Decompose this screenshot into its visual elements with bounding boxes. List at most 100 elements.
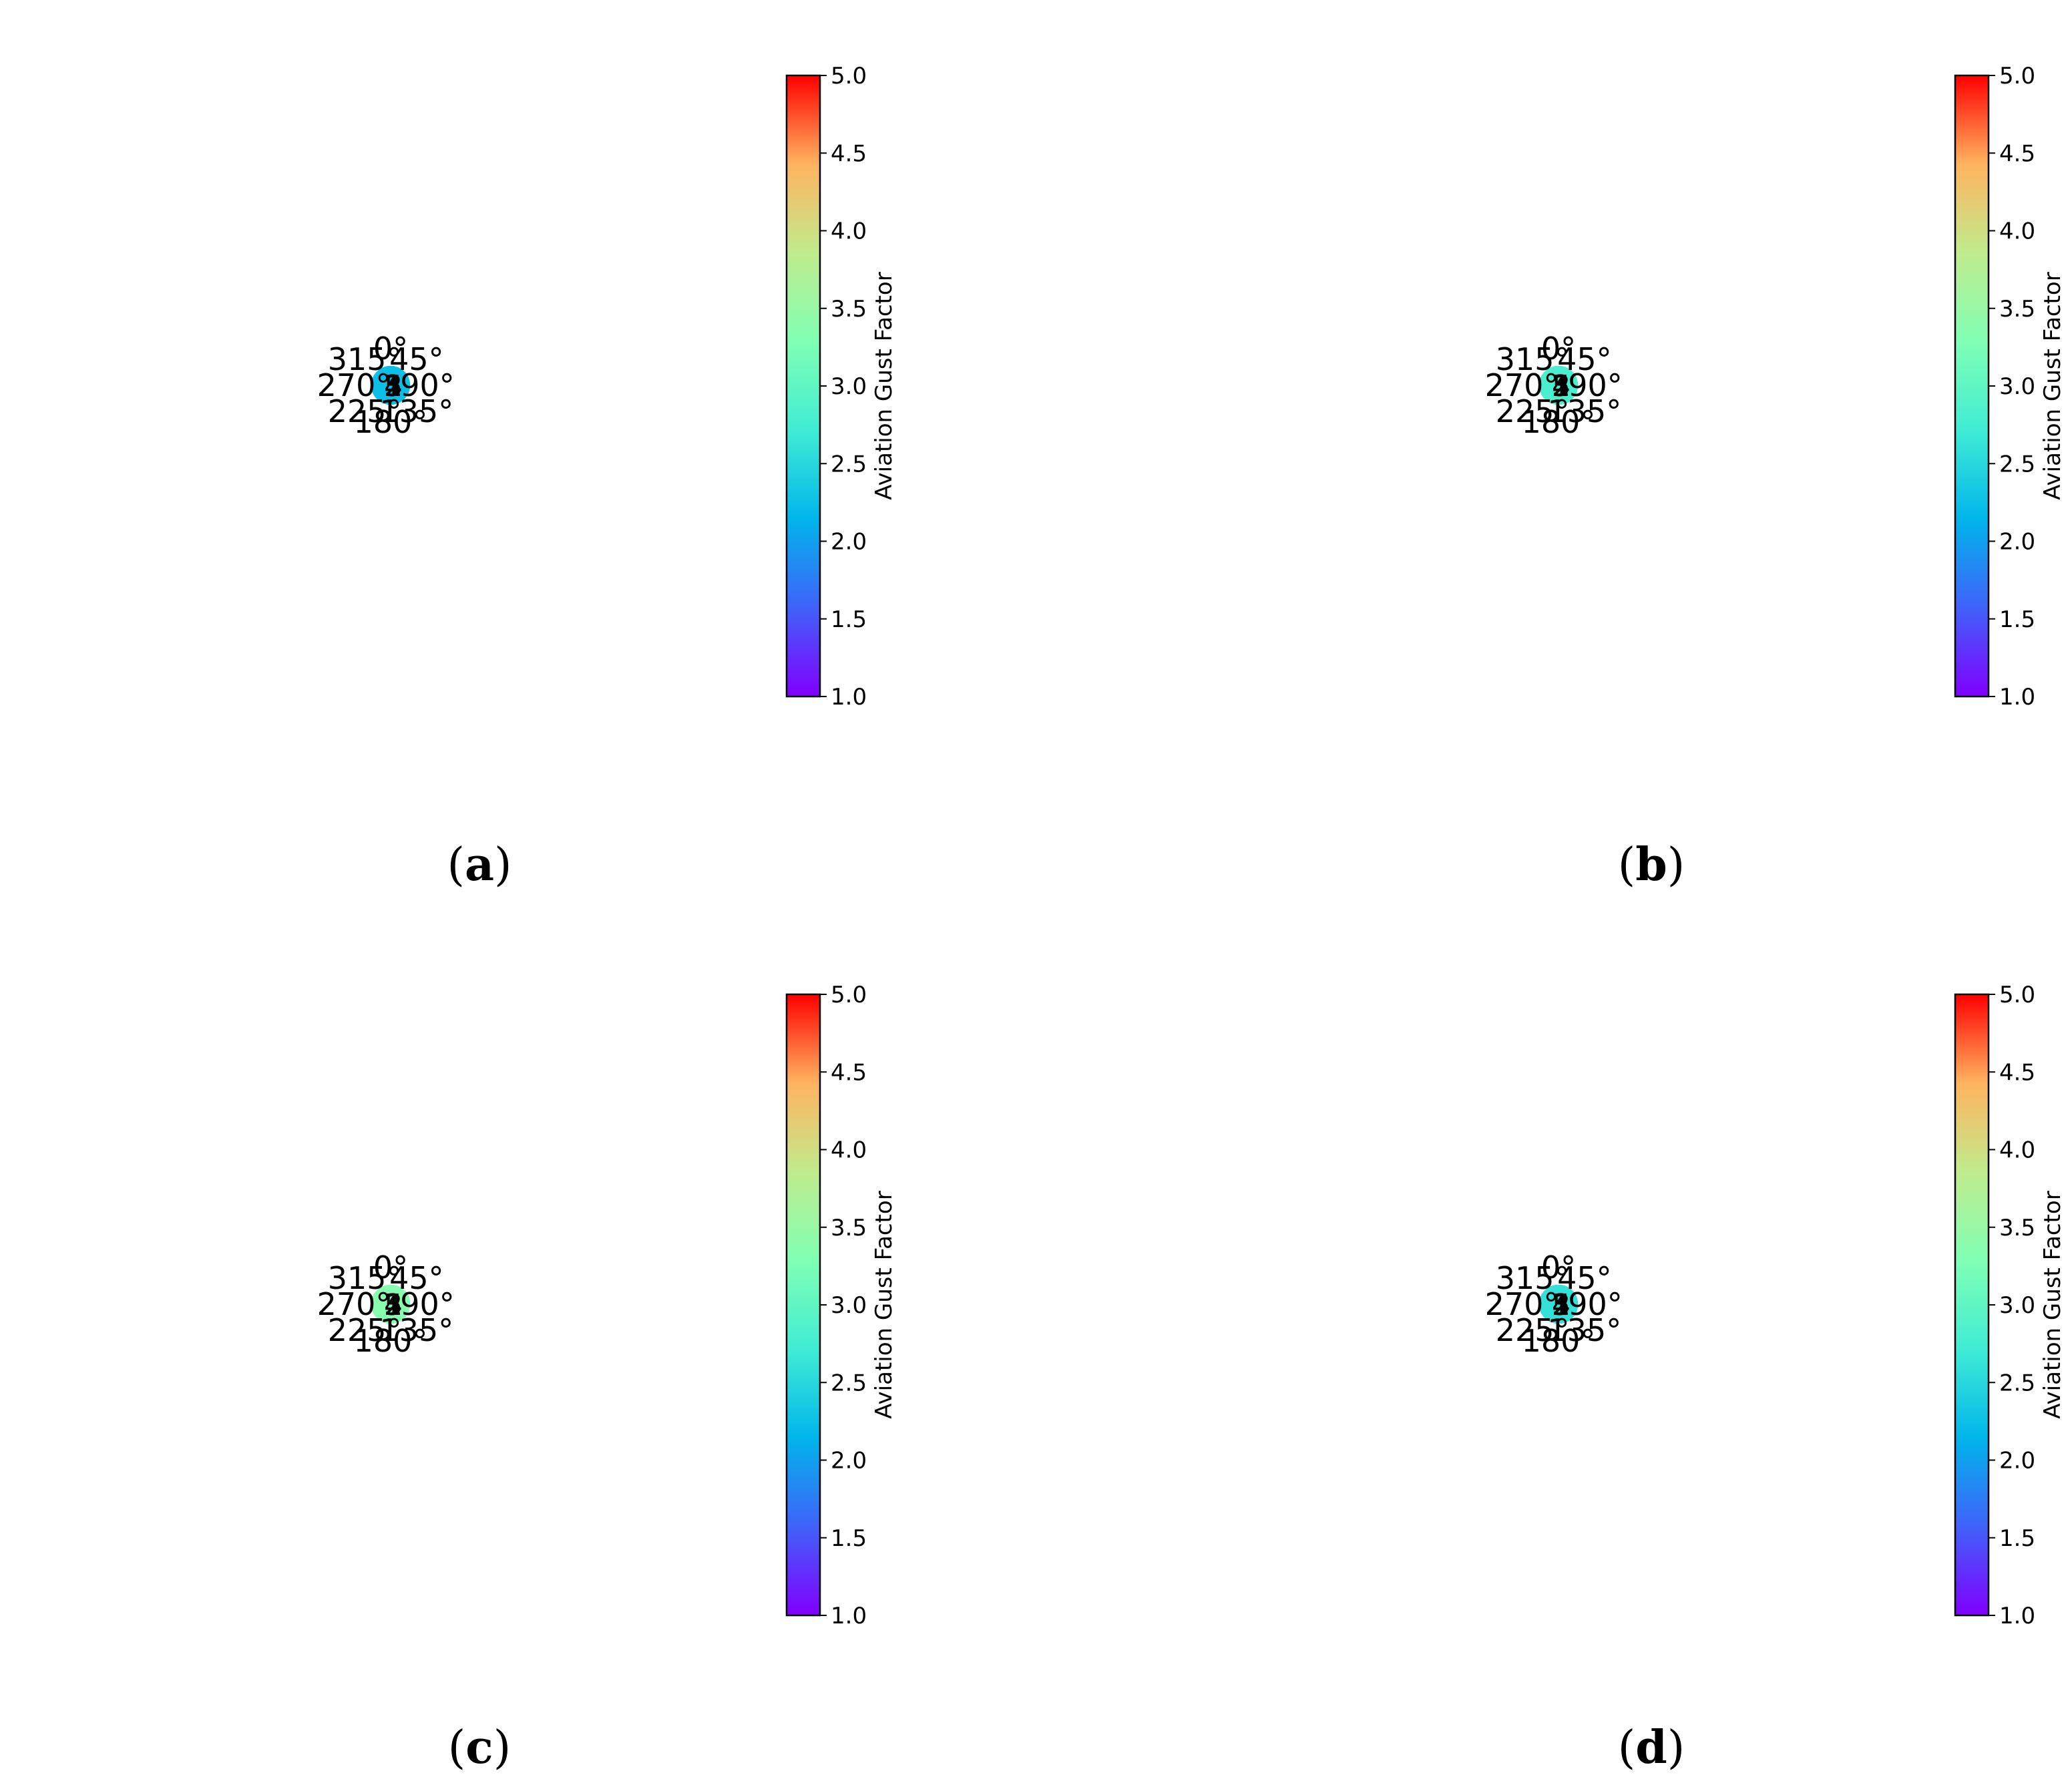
colorbar-tick-label: 4.5 bbox=[831, 140, 867, 167]
colorbar-tick-label: 3.0 bbox=[1999, 1292, 2035, 1319]
colorbar-gradient bbox=[785, 74, 821, 698]
radial-tick-label: 4 bbox=[1552, 369, 1571, 403]
colorbar-c: 1.0 1.5 2.0 2.5 3.0 3.5 4.0 4.5 5.0 Aviation Gust… bbox=[785, 982, 897, 1629]
angle-tick-label: 315° bbox=[1496, 1260, 1570, 1296]
angle-tick-label: 135° bbox=[379, 393, 453, 429]
colorbar-gradient bbox=[1954, 993, 1990, 1617]
angle-tick-label: 270° bbox=[1485, 1286, 1559, 1322]
angle-tick-label: 225° bbox=[1496, 1312, 1570, 1348]
colorbar-tick-label: 1.5 bbox=[1999, 1525, 2035, 1552]
colorbar-gradient bbox=[1954, 74, 1990, 698]
colorbar-tick-label: 5.0 bbox=[1999, 982, 2035, 1008]
colorbar-tick-label: 5.0 bbox=[831, 982, 867, 1008]
angle-tick-label: 315° bbox=[1496, 341, 1570, 377]
angle-tick-label: 225° bbox=[328, 393, 402, 429]
colorbar-tick-label: 3.0 bbox=[831, 1292, 867, 1319]
colorbar-tick-label: 3.5 bbox=[1999, 296, 2035, 323]
panel-label-d: (d) bbox=[1618, 1721, 1685, 1774]
angle-tick-label: 0° bbox=[1541, 1249, 1576, 1285]
angle-tick-label: 0° bbox=[373, 331, 408, 367]
radial-tick-label: 3 bbox=[1552, 369, 1571, 403]
radial-tick-label: 4 bbox=[1552, 1288, 1571, 1322]
colorbar-tick-label: 3.5 bbox=[831, 296, 867, 323]
angle-tick-label: 225° bbox=[1496, 393, 1570, 429]
colorbar-tick-label: 3.0 bbox=[831, 373, 867, 400]
colorbar-tick-label: 5.0 bbox=[831, 63, 867, 89]
angle-tick-label: 0° bbox=[373, 1249, 408, 1285]
colorbar-tick-label: 4.5 bbox=[1999, 1059, 2035, 1086]
colorbar-tick-label: 3.5 bbox=[831, 1215, 867, 1241]
colorbar-tick-label: 1.0 bbox=[1999, 684, 2035, 711]
colorbar-tick-label: 1.0 bbox=[1999, 1603, 2035, 1629]
colorbar-tick-label: 1.5 bbox=[831, 1525, 867, 1552]
scatter-point bbox=[1539, 366, 1578, 405]
angle-tick-label: 180° bbox=[1522, 1323, 1596, 1359]
radial-tick-label: 2 bbox=[384, 369, 403, 403]
colorbar-tick-label: 2.5 bbox=[1999, 451, 2035, 477]
radial-tick-label: 4 bbox=[384, 1288, 403, 1322]
angle-tick-label: 90° bbox=[1568, 1286, 1623, 1322]
radial-tick-label: 1 bbox=[384, 369, 403, 403]
radial-tick-label: 5 bbox=[384, 369, 403, 403]
radial-tick-label: 1 bbox=[1552, 1288, 1571, 1322]
colorbar-d: 1.0 1.5 2.0 2.5 3.0 3.5 4.0 4.5 5.0 Aviation Gust… bbox=[1954, 982, 2066, 1629]
colorbar-tick-label: 1.0 bbox=[831, 684, 867, 711]
panel-label-b: (b) bbox=[1618, 838, 1685, 892]
radial-tick-label: 5 bbox=[1552, 369, 1571, 403]
colorbar-tick-label: 3.5 bbox=[1999, 1215, 2035, 1241]
radial-tick-label: 4 bbox=[384, 369, 403, 403]
colorbar-tick-label: 2.5 bbox=[831, 451, 867, 477]
angle-tick-label: 180° bbox=[354, 404, 428, 440]
radial-tick-label: 3 bbox=[384, 1288, 403, 1322]
colorbar-label: Aviation Gust Factor bbox=[871, 272, 897, 500]
angle-tick-label: 135° bbox=[1547, 1312, 1621, 1348]
angle-tick-label: 135° bbox=[1547, 393, 1621, 429]
colorbar-tick-label: 4.5 bbox=[1999, 140, 2035, 167]
radial-tick-label: 3 bbox=[1552, 1288, 1571, 1322]
angle-tick-label: 90° bbox=[1568, 367, 1623, 403]
colorbar-tick-label: 4.5 bbox=[831, 1059, 867, 1086]
colorbar-tick-label: 2.5 bbox=[831, 1370, 867, 1396]
colorbar-gradient bbox=[785, 993, 821, 1617]
angle-tick-label: 270° bbox=[1485, 367, 1559, 403]
colorbar-tick-label: 2.0 bbox=[1999, 529, 2035, 556]
colorbar-tick-label: 1.5 bbox=[1999, 606, 2035, 633]
angle-tick-label: 45° bbox=[1557, 341, 1612, 377]
colorbar-tick-label: 2.0 bbox=[831, 529, 867, 556]
colorbar-label: Aviation Gust Factor bbox=[871, 1191, 897, 1418]
colorbar-tick-label: 5.0 bbox=[1999, 63, 2035, 89]
angle-tick-label: 180° bbox=[1522, 404, 1596, 440]
colorbar-label: Aviation Gust Factor bbox=[2039, 1191, 2066, 1418]
colorbar-a: 1.0 1.5 2.0 2.5 3.0 3.5 4.0 4.5 5.0 Aviation Gust… bbox=[785, 63, 897, 711]
radial-tick-label: 3 bbox=[384, 369, 403, 403]
radial-tick-label: 1 bbox=[1552, 369, 1571, 403]
angle-tick-label: 270° bbox=[317, 1286, 391, 1322]
scatter-point bbox=[371, 1285, 410, 1324]
angle-tick-label: 180° bbox=[354, 1323, 428, 1359]
panel-label-a: (a) bbox=[447, 838, 511, 892]
colorbar-tick-label: 2.0 bbox=[1999, 1448, 2035, 1474]
angle-tick-label: 315° bbox=[328, 341, 402, 377]
colorbar-tick-label: 1.5 bbox=[831, 606, 867, 633]
angle-tick-label: 90° bbox=[400, 367, 455, 403]
radial-tick-label: 5 bbox=[384, 1288, 403, 1322]
angle-tick-label: 45° bbox=[1557, 1260, 1612, 1296]
angle-tick-label: 0° bbox=[1541, 331, 1576, 367]
angle-tick-label: 225° bbox=[328, 1312, 402, 1348]
radial-tick-label: 5 bbox=[1552, 1288, 1571, 1322]
colorbar-tick-label: 4.0 bbox=[1999, 1137, 2035, 1164]
angle-tick-label: 315° bbox=[328, 1260, 402, 1296]
colorbar-label: Aviation Gust Factor bbox=[2039, 272, 2066, 500]
colorbar-tick-label: 3.0 bbox=[1999, 373, 2035, 400]
angle-tick-label: 45° bbox=[389, 341, 444, 377]
radial-tick-label: 2 bbox=[1552, 1288, 1571, 1322]
